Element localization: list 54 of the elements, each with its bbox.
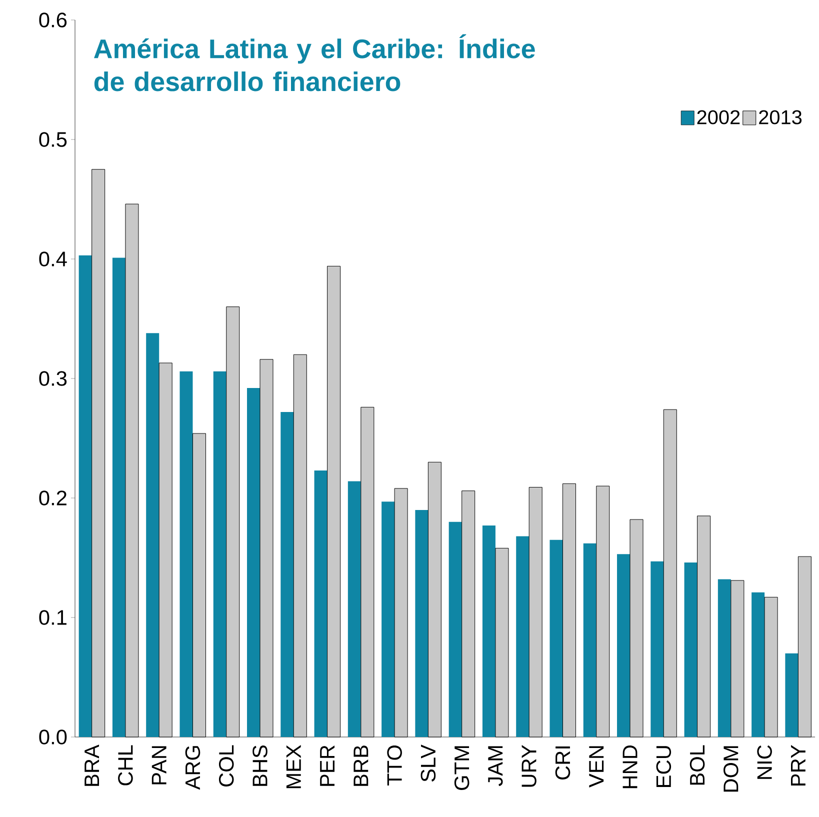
- bar: [247, 388, 260, 737]
- x-tick-label: BRA: [84, 744, 100, 786]
- y-tick-label: 0.0: [39, 730, 67, 744]
- bar: [617, 554, 630, 737]
- y-tick-label: 0.4: [39, 252, 67, 266]
- x-tick-label: ARG: [185, 746, 200, 790]
- bar: [583, 543, 596, 737]
- bar: [314, 470, 328, 737]
- bar: [180, 371, 193, 737]
- x-tick-label: BHS: [252, 745, 268, 786]
- bar: [415, 510, 428, 737]
- bar: [684, 562, 698, 737]
- x-tick-label: PAN: [152, 746, 166, 784]
- x-tick-label: CRI: [555, 746, 570, 780]
- x-tick-label: HND: [622, 746, 638, 788]
- x-tick-label: URY: [522, 744, 536, 787]
- x-tick-label: PRY: [791, 744, 806, 786]
- x-tick-label: BOL: [690, 745, 705, 785]
- bar: [650, 561, 664, 737]
- bar: [718, 579, 731, 737]
- bar: [382, 502, 395, 737]
- bar: [78, 255, 92, 737]
- bar: [785, 653, 798, 737]
- y-tick-label: 0.3: [39, 371, 67, 386]
- legend-label: 2013: [759, 110, 802, 124]
- x-tick-label: GTM: [454, 746, 470, 790]
- bar: [752, 592, 765, 737]
- x-tick-label: NIC: [757, 745, 772, 779]
- bar: [280, 412, 294, 737]
- bar: [348, 481, 361, 737]
- x-tick-label: CHL: [118, 745, 133, 786]
- y-tick-label: 0.5: [39, 132, 67, 147]
- bar: [213, 371, 226, 737]
- x-tick-label: DOM: [724, 746, 738, 792]
- x-tick-label: PER: [320, 745, 334, 786]
- bar: [112, 258, 126, 737]
- x-tick-label: MEX: [286, 744, 301, 788]
- bar: [516, 536, 530, 737]
- x-tick-label: TTO: [387, 746, 402, 786]
- x-tick-label: JAM: [488, 746, 503, 786]
- y-tick-label: 0.1: [39, 610, 66, 625]
- x-tick-label: BRB: [354, 746, 368, 786]
- bar: [482, 525, 496, 737]
- bar: [550, 540, 563, 737]
- bar: [448, 522, 462, 737]
- bar: [146, 333, 160, 737]
- x-tick-label: COL: [218, 745, 234, 786]
- x-tick-label: ECU: [656, 746, 672, 787]
- text: América Latina y el Caribe: Índice de desarrollo financiero: [94, 34, 535, 92]
- y-tick-label: 0.2: [39, 490, 66, 506]
- y-tick-label: 0.6: [39, 12, 67, 28]
- x-tick-label: SLV: [420, 744, 436, 782]
- legend-label: 2002: [697, 110, 740, 124]
- x-tick-label: VEN: [589, 746, 604, 788]
